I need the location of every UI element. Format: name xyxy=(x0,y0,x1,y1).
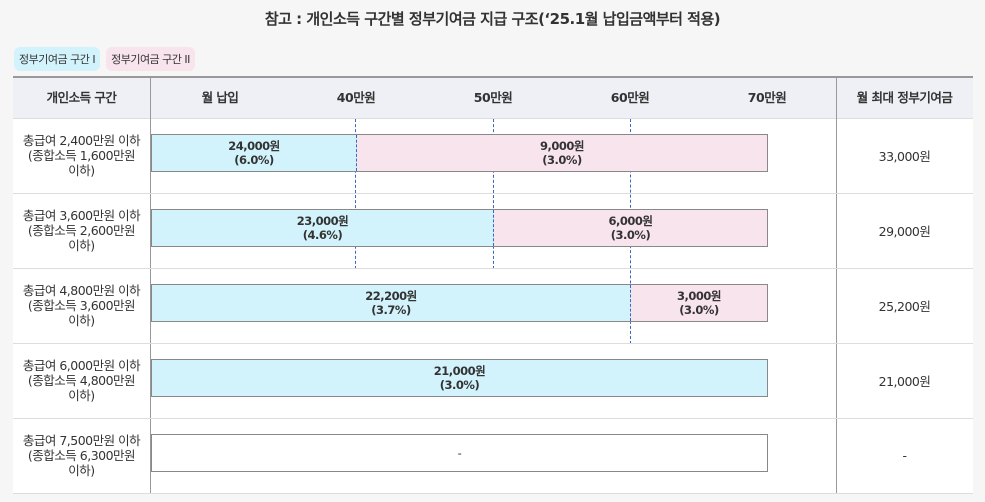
empty-segment: - xyxy=(152,435,767,471)
column-divider xyxy=(150,78,151,494)
tier-2-segment: 3,000원 (3.0%) xyxy=(631,285,767,321)
legend-tier-2: 정부기여금 구간 II xyxy=(106,47,195,71)
contribution-bar: 23,000원 (4.6%) 6,000원 (3.0%) xyxy=(151,209,768,247)
contribution-bar: 22,200원 (3.7%) 3,000원 (3.0%) xyxy=(151,284,768,322)
page-title: 참고 : 개인소득 구간별 정부기여금 지급 구조(‘25.1월 납입금액부터 … xyxy=(264,10,721,28)
contribution-bar: 21,000원 (3.0%) xyxy=(151,359,768,397)
row-label: 총급여 6,000만원 이하 (종합소득 4,800만원 이하) xyxy=(22,358,141,403)
max-contribution: 25,200원 xyxy=(878,299,931,314)
table-header: 개인소득 구간 월 납입 40만원 50만원 60만원 70만원 월 최대 정부… xyxy=(13,78,973,119)
max-contribution: 33,000원 xyxy=(878,149,931,164)
table-row: 총급여 2,400만원 이하 (종합소득 1,600만원 이하) 24,000원 (6… xyxy=(13,118,973,194)
tier-1-segment: 23,000원 (4.6%) xyxy=(152,210,494,246)
contribution-bar: 24,000원 (6.0%) 9,000원 (3.0%) xyxy=(151,134,768,172)
tier-2-segment: 6,000원 (3.0%) xyxy=(494,210,767,246)
tier-1-segment: 22,200원 (3.7%) xyxy=(152,285,631,321)
max-contribution: 21,000원 xyxy=(878,374,931,389)
table-row: 총급여 3,600만원 이하 (종합소득 2,600만원 이하) 23,000원 (4… xyxy=(13,193,973,269)
table-row: 총급여 7,500만원 이하 (종합소득 6,300만원 이하) - - xyxy=(13,418,973,494)
header-max-contribution: 월 최대 정부기여금 xyxy=(856,90,953,105)
column-divider xyxy=(836,78,837,494)
max-contribution: 29,000원 xyxy=(878,224,931,239)
table-row: 총급여 4,800만원 이하 (종합소득 3,600만원 이하) 22,200원 (3… xyxy=(13,268,973,344)
header-income-bracket: 개인소득 구간 xyxy=(46,90,117,105)
legend: 정부기여금 구간 I 정부기여금 구간 II xyxy=(14,47,195,71)
gridline-50 xyxy=(493,119,494,269)
tier-1-segment: 24,000원 (6.0%) xyxy=(152,135,357,171)
tick-60: 60만원 xyxy=(610,90,650,105)
row-label: 총급여 7,500만원 이하 (종합소득 6,300만원 이하) xyxy=(22,433,141,478)
contribution-bar: - xyxy=(151,434,768,472)
max-contribution: - xyxy=(902,448,907,463)
tick-40: 40만원 xyxy=(336,90,376,105)
table-row: 총급여 6,000만원 이하 (종합소득 4,800만원 이하) 21,000원 (3… xyxy=(13,343,973,419)
tier-2-segment: 9,000원 (3.0%) xyxy=(357,135,767,171)
row-label: 총급여 4,800만원 이하 (종합소득 3,600만원 이하) xyxy=(22,283,141,328)
tier-1-segment: 21,000원 (3.0%) xyxy=(152,360,767,396)
row-label: 총급여 2,400만원 이하 (종합소득 1,600만원 이하) xyxy=(22,133,141,178)
gridline-40 xyxy=(355,119,356,269)
tick-70: 70만원 xyxy=(747,90,787,105)
row-label: 총급여 3,600만원 이하 (종합소득 2,600만원 이하) xyxy=(22,208,141,253)
contribution-table: 개인소득 구간 월 납입 40만원 50만원 60만원 70만원 월 최대 정부… xyxy=(13,76,973,494)
tick-50: 50만원 xyxy=(473,90,513,105)
legend-tier-1: 정부기여금 구간 I xyxy=(14,47,101,71)
header-monthly-payment: 월 납입 xyxy=(201,90,239,105)
